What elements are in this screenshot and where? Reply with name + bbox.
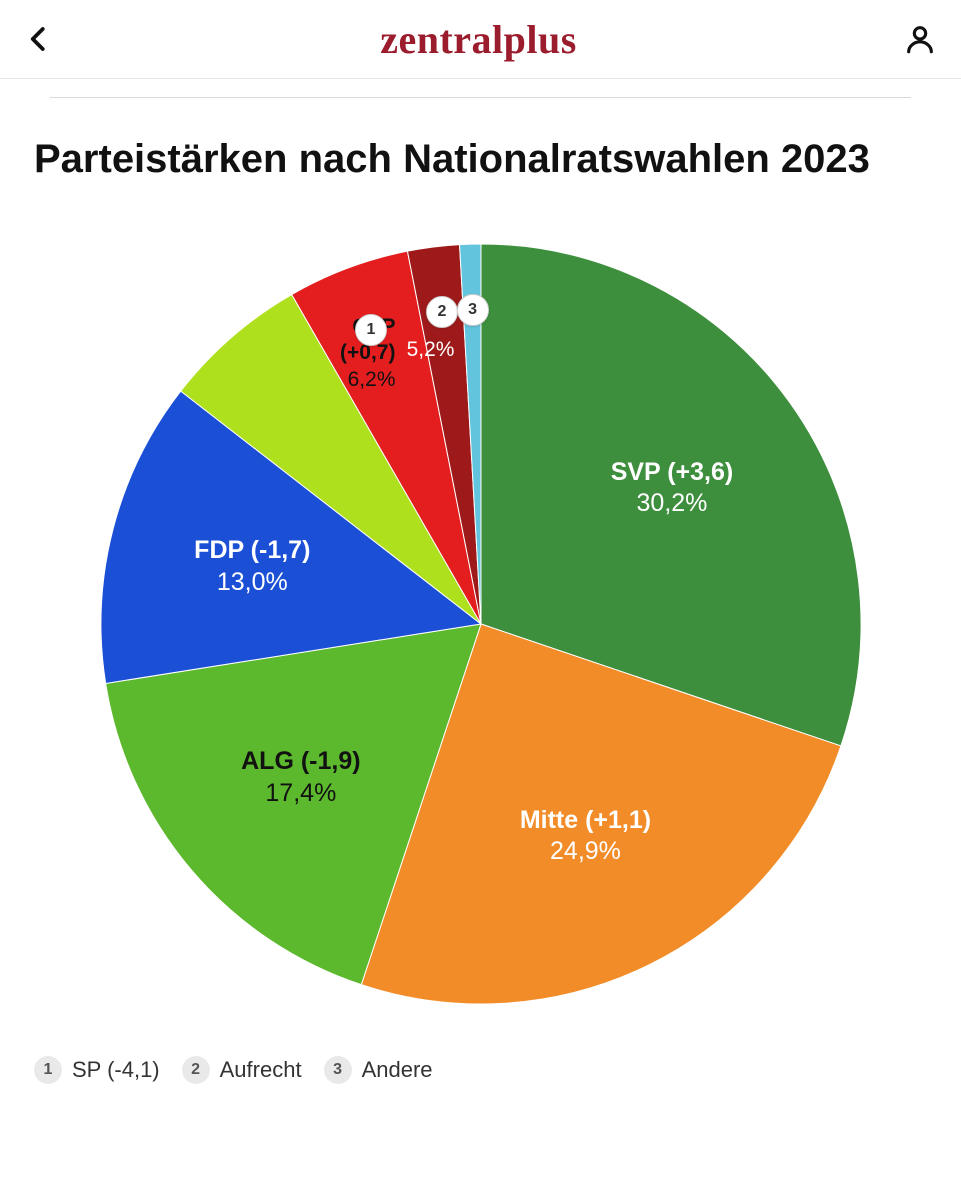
footnote-text: SP (-4,1) [72,1057,160,1083]
footnote-2: 2 Aufrecht [182,1056,302,1084]
footnote-3: 3 Andere [324,1056,433,1084]
back-button[interactable] [24,24,54,54]
chart-footnotes: 1 SP (-4,1) 2 Aufrecht 3 Andere [34,1056,927,1084]
progress-bar-placeholder [50,79,911,98]
pie-chart: SVP (+3,6)30,2%Mitte (+1,1)24,9%ALG (-1,… [71,214,891,1034]
chart-title: Parteistärken nach Nationalratswahlen 20… [34,134,927,184]
footnote-badge: 1 [34,1056,62,1084]
footnote-badge: 3 [324,1056,352,1084]
footnote-badge: 2 [182,1056,210,1084]
slice-marker-3: 3 [457,294,489,326]
user-icon[interactable] [903,22,937,56]
footnote-text: Aufrecht [220,1057,302,1083]
slice-marker-1: 1 [355,314,387,346]
footnote-text: Andere [362,1057,433,1083]
footnote-1: 1 SP (-4,1) [34,1056,160,1084]
brand-logo[interactable]: zentralplus [380,16,577,63]
slice-marker-2: 2 [426,296,458,328]
